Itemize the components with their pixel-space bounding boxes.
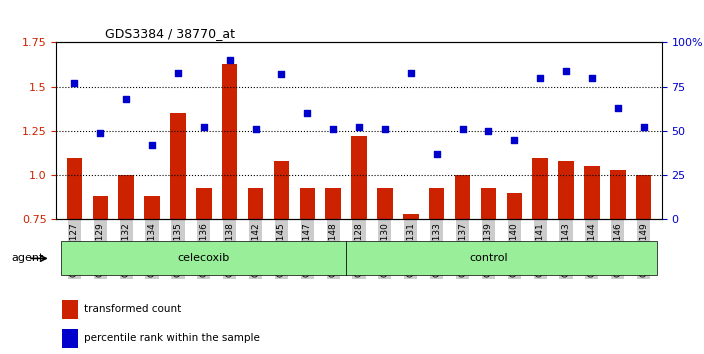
FancyBboxPatch shape (61, 241, 346, 275)
Bar (610, 170, 626, 219)
Point (250, 126, 261, 132)
Text: celecoxib: celecoxib (177, 253, 230, 263)
Bar (92, 196, 108, 219)
Point (301, 110, 313, 116)
Point (120, 96, 132, 102)
Bar (144, 196, 160, 219)
Bar (481, 188, 496, 219)
Point (353, 125, 365, 130)
Point (379, 126, 391, 132)
Bar (274, 161, 289, 219)
Text: GDS3384 / 38770_at: GDS3384 / 38770_at (105, 27, 234, 40)
Text: agent: agent (11, 253, 44, 263)
Bar (118, 175, 134, 219)
Point (276, 72, 287, 77)
Text: control: control (469, 253, 508, 263)
Point (509, 137, 520, 143)
Point (327, 126, 339, 132)
Bar (558, 161, 574, 219)
FancyBboxPatch shape (346, 241, 657, 275)
Bar (196, 188, 212, 219)
Point (534, 75, 546, 81)
Bar (377, 188, 393, 219)
Point (198, 125, 209, 130)
Point (638, 125, 649, 130)
Point (560, 68, 572, 74)
Bar (299, 188, 315, 219)
Bar (67, 158, 82, 219)
Point (69, 80, 80, 86)
Bar (63, 329, 77, 348)
Point (483, 128, 494, 134)
Bar (532, 158, 548, 219)
Point (612, 105, 624, 111)
Bar (222, 64, 237, 219)
Point (146, 142, 158, 148)
Point (457, 126, 468, 132)
Bar (636, 175, 651, 219)
Point (94, 130, 106, 136)
Bar (429, 188, 444, 219)
Point (586, 75, 598, 81)
Text: transformed count: transformed count (84, 304, 181, 314)
Point (224, 57, 235, 63)
Bar (248, 188, 263, 219)
Bar (170, 113, 186, 219)
Point (406, 70, 417, 75)
Bar (325, 188, 341, 219)
Bar (506, 193, 522, 219)
Point (431, 151, 442, 157)
Bar (403, 214, 419, 219)
Bar (455, 175, 470, 219)
Bar (351, 136, 367, 219)
Bar (63, 300, 77, 319)
Text: percentile rank within the sample: percentile rank within the sample (84, 333, 260, 343)
Point (172, 70, 184, 75)
Bar (584, 166, 600, 219)
